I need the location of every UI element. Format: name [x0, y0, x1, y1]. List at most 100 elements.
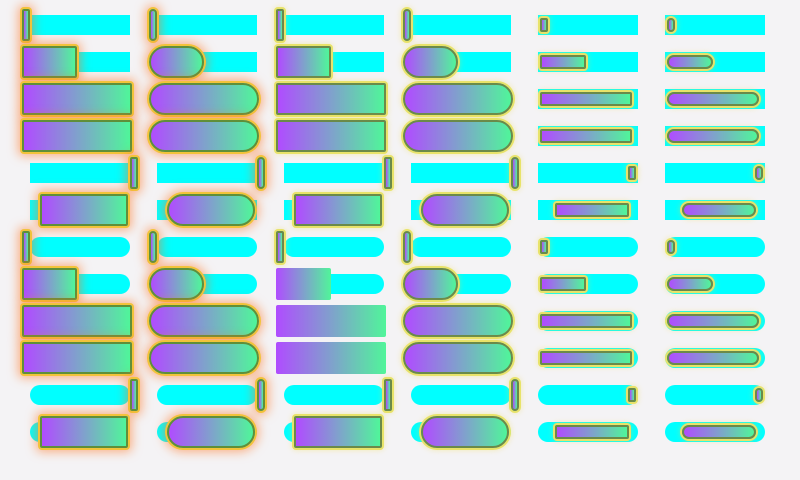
progress-bar-r8-c3: [276, 268, 384, 300]
progress-fill: [555, 425, 629, 439]
progress-bar-r6-c2: [157, 194, 257, 226]
progress-bar-r5-c1: [30, 157, 138, 189]
progress-fill: [384, 157, 392, 189]
progress-bar-r7-c1: [22, 231, 130, 263]
progress-fill: [628, 388, 636, 402]
progress-bar-r4-c4: [403, 120, 513, 152]
progress-fill: [540, 277, 586, 291]
progress-fill: [667, 55, 713, 69]
progress-fill: [511, 157, 519, 189]
progress-bar-r11-c2: [157, 379, 265, 411]
progress-fill: [149, 268, 204, 300]
progress-fill: [540, 351, 632, 365]
progress-fill: [421, 194, 509, 226]
progress-bar-r9-c2: [149, 305, 259, 337]
progress-fill: [149, 305, 259, 337]
progress-track: [411, 385, 511, 405]
progress-bar-r2-c5: [538, 52, 638, 72]
progress-fill: [149, 231, 157, 263]
progress-fill: [22, 305, 132, 337]
progress-bar-r12-c6: [665, 422, 765, 442]
progress-bar-r8-c1: [22, 268, 130, 300]
progress-bar-r5-c2: [157, 157, 265, 189]
progress-fill: [149, 342, 259, 374]
progress-fill: [667, 240, 675, 254]
progress-fill: [403, 305, 513, 337]
progress-track: [665, 237, 765, 257]
progress-fill: [130, 379, 138, 411]
progress-fill: [511, 379, 519, 411]
progress-fill: [403, 342, 513, 374]
progress-fill: [403, 46, 458, 78]
progress-fill: [403, 9, 411, 41]
progress-track: [284, 237, 384, 257]
progress-fill: [384, 379, 392, 411]
progress-fill: [403, 268, 458, 300]
progress-bar-r10-c2: [149, 342, 259, 374]
progress-bar-r10-c1: [22, 342, 132, 374]
progress-fill: [682, 425, 756, 439]
progress-bar-r10-c4: [403, 342, 513, 374]
progress-fill: [403, 83, 513, 115]
progress-fill: [22, 231, 30, 263]
progress-bar-r11-c5: [538, 385, 638, 405]
progress-fill: [276, 268, 331, 300]
progress-bar-r3-c3: [276, 83, 386, 115]
progress-fill: [667, 18, 675, 32]
progress-bar-r12-c4: [411, 416, 511, 448]
progress-fill: [149, 83, 259, 115]
progress-fill: [22, 120, 132, 152]
progress-bar-r3-c4: [403, 83, 513, 115]
progress-bar-r6-c1: [30, 194, 130, 226]
progress-fill: [22, 83, 132, 115]
progress-fill: [276, 83, 386, 115]
progress-bar-r9-c6: [665, 311, 765, 331]
progress-fill: [40, 416, 128, 448]
progress-bar-r8-c6: [665, 274, 765, 294]
progress-fill: [149, 120, 259, 152]
progress-bar-r3-c1: [22, 83, 132, 115]
progress-track: [411, 15, 511, 35]
progress-fill: [294, 416, 382, 448]
progress-track: [157, 15, 257, 35]
progress-fill: [167, 416, 255, 448]
progress-fill: [555, 203, 629, 217]
progress-bar-r11-c3: [284, 379, 392, 411]
progress-fill: [257, 379, 265, 411]
progress-bar-r11-c4: [411, 379, 519, 411]
progress-fill: [257, 157, 265, 189]
progress-fill: [149, 9, 157, 41]
progress-fill: [755, 166, 763, 180]
progress-bar-r12-c1: [30, 416, 130, 448]
progress-bar-r9-c4: [403, 305, 513, 337]
progress-bar-r10-c6: [665, 348, 765, 368]
progress-bar-r3-c6: [665, 89, 765, 109]
progress-bar-r10-c5: [538, 348, 638, 368]
progress-track: [157, 163, 257, 183]
progress-bar-r4-c2: [149, 120, 259, 152]
progress-fill: [540, 240, 548, 254]
progress-bar-r1-c6: [665, 15, 765, 35]
progress-fill: [276, 231, 284, 263]
progress-fill: [276, 9, 284, 41]
progress-bar-r7-c6: [665, 237, 765, 257]
progress-bar-r5-c4: [411, 157, 519, 189]
progress-track: [411, 237, 511, 257]
progress-bar-r8-c2: [149, 268, 257, 300]
progress-bar-r4-c1: [22, 120, 132, 152]
progress-track: [665, 385, 765, 405]
progress-fill: [540, 55, 586, 69]
progress-fill: [22, 46, 77, 78]
progress-track: [538, 163, 638, 183]
progress-fill: [167, 194, 255, 226]
progress-bar-r1-c4: [403, 9, 511, 41]
progress-bar-r2-c6: [665, 52, 765, 72]
progress-fill: [403, 231, 411, 263]
progress-track: [284, 163, 384, 183]
progress-bar-r5-c3: [284, 157, 392, 189]
progress-bar-r1-c2: [149, 9, 257, 41]
progress-track: [411, 163, 511, 183]
progress-track: [284, 385, 384, 405]
progress-track: [30, 385, 130, 405]
